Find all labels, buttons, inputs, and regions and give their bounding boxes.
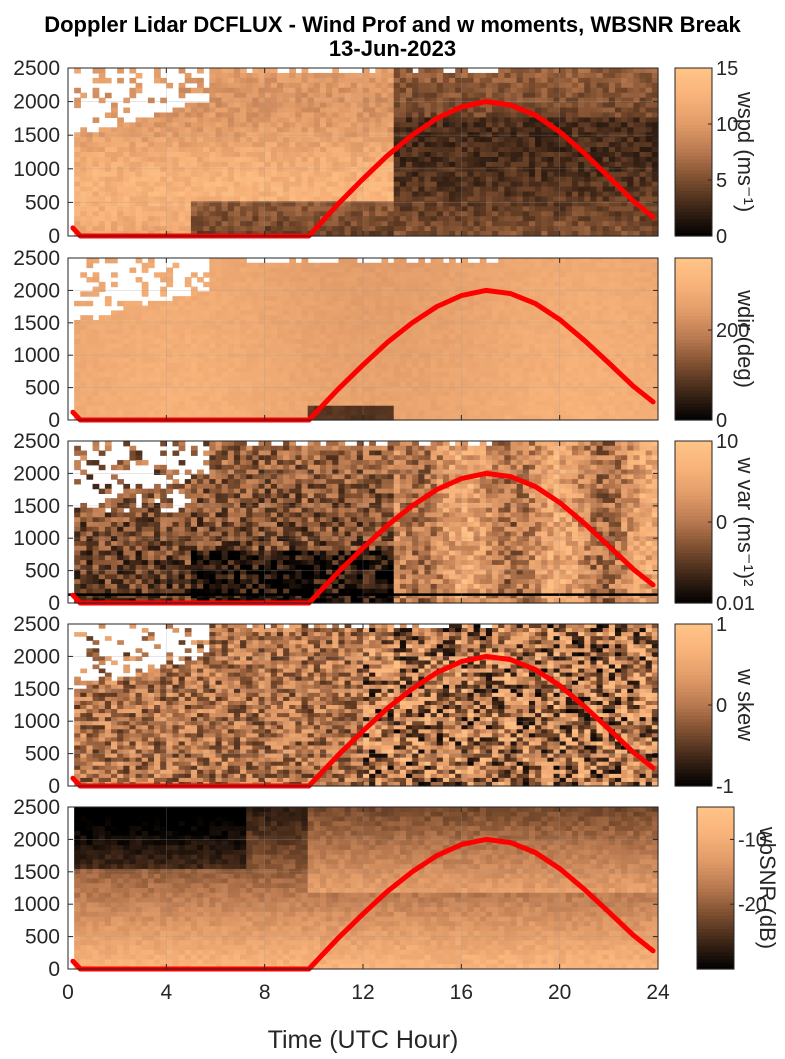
colorbar-tick-label: 200 <box>716 320 749 342</box>
colorbar-tick-label: 0 <box>716 695 727 717</box>
heatmap-cells <box>74 807 659 970</box>
colorbar-tick-label: -10 <box>738 829 767 851</box>
y-tick-label: 1500 <box>13 861 60 884</box>
overlay-curve <box>70 287 656 423</box>
y-tick-label: 1000 <box>13 158 60 181</box>
y-tick-label: 1500 <box>13 124 60 147</box>
figure-date: 13-Jun-2023 <box>328 36 457 61</box>
y-tick-label: 1000 <box>13 527 60 550</box>
colorbar-label: wbSNR (dB) <box>755 826 780 949</box>
y-tick-label: 1500 <box>13 495 60 518</box>
y-tick-label: 500 <box>25 560 60 583</box>
y-tick-label: 2500 <box>13 613 60 636</box>
colorbar-tick-label: 1 <box>716 614 727 636</box>
panel-5: 0 500 1000 1500 2000 2500 0 4 8 12 16 20 24 Time (UTC… <box>13 796 780 1054</box>
y-tick-label: 500 <box>25 377 60 400</box>
y-tick-label: 2500 <box>13 430 60 453</box>
x-tick-label: 24 <box>646 981 670 1004</box>
y-tick-label: 2000 <box>13 91 60 114</box>
colorbar-tick-label: 5 <box>716 170 727 192</box>
panel-4: 0 500 1000 1500 2000 2500 -1 0 1 w skew <box>13 613 758 798</box>
colorbar-label: w var (ms⁻¹)² <box>733 457 758 587</box>
colorbar-label: wdir (deg) <box>733 289 758 388</box>
y-tick-label: 500 <box>25 926 60 949</box>
overlay-curve <box>70 99 656 239</box>
figure-title: Doppler Lidar DCFLUX - Wind Prof and w m… <box>44 12 741 37</box>
colorbar-3: 0.01 0 10 w var (ms⁻¹)² <box>674 431 758 615</box>
y-tick-label: 1000 <box>13 893 60 916</box>
x-tick-label: 4 <box>160 981 172 1004</box>
overlay-curve <box>70 470 656 606</box>
overlay-curve <box>70 653 656 789</box>
y-tick-label: 500 <box>25 191 60 214</box>
y-tick-label: 2500 <box>13 796 60 819</box>
y-tick-label: 2500 <box>13 247 60 270</box>
x-tick-label: 12 <box>351 981 374 1004</box>
colorbar-tick-label: -1 <box>716 776 734 798</box>
y-tick-label: 2000 <box>13 462 60 485</box>
y-tick-label: 0 <box>48 225 60 248</box>
panel-3: 0 500 1000 1500 2000 2500 0.01 0 10 w var (ms⁻¹)² <box>13 430 758 615</box>
colorbar-tick-label: 15 <box>716 58 738 80</box>
y-tick-label: 1000 <box>13 710 60 733</box>
heatmap-cells <box>74 68 659 237</box>
panel-1: 0 500 1000 1500 2000 2500 0 5 10 15 wspd (ms⁻¹) <box>13 57 758 248</box>
y-tick-label: 0 <box>48 409 60 432</box>
overlay-curve <box>70 836 656 972</box>
y-tick-label: 2000 <box>13 645 60 668</box>
colorbar-label: w skew <box>733 668 758 741</box>
heatmap-cells <box>74 258 659 421</box>
x-tick-label: 20 <box>548 981 571 1004</box>
x-tick-label: 8 <box>259 981 271 1004</box>
colorbar-tick-label: 0.01 <box>716 593 755 615</box>
y-tick-label: 1500 <box>13 312 60 335</box>
y-tick-label: 2000 <box>13 828 60 851</box>
colorbar-tick-label: 10 <box>716 431 738 453</box>
y-tick-label: 1000 <box>13 344 60 367</box>
y-tick-label: 2000 <box>13 279 60 302</box>
y-tick-label: 0 <box>48 775 60 798</box>
colorbar-tick-label: 0 <box>716 512 727 534</box>
colorbar-tick-label: 0 <box>716 226 727 248</box>
colorbar-tick-label: -20 <box>738 894 767 916</box>
heatmap-cells <box>74 441 659 604</box>
colorbar-tick-label: 10 <box>716 114 738 136</box>
x-tick-label: 16 <box>450 981 473 1004</box>
y-tick-label: 1500 <box>13 678 60 701</box>
y-tick-label: 500 <box>25 743 60 766</box>
colorbar-1: 0 5 10 15 wspd (ms⁻¹) <box>674 58 758 248</box>
x-tick-label: 0 <box>62 981 74 1004</box>
colorbar-tick-label: 0 <box>716 410 727 432</box>
y-tick-label: 0 <box>48 958 60 981</box>
y-tick-label: 2500 <box>13 57 60 80</box>
colorbar-label: wspd (ms⁻¹) <box>733 91 758 212</box>
x-axis-label: Time (UTC Hour) <box>268 1026 459 1054</box>
y-tick-label: 0 <box>48 592 60 615</box>
colorbar-4: -1 0 1 w skew <box>674 614 758 798</box>
